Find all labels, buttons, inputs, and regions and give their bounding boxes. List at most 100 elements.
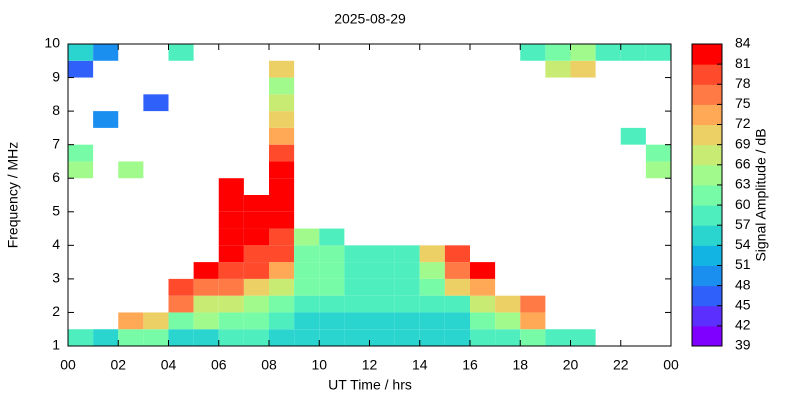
x-tick-label: 00 bbox=[663, 357, 679, 373]
heatmap-cell bbox=[269, 144, 295, 162]
colorbar-band bbox=[692, 124, 722, 146]
x-tick-label: 22 bbox=[613, 357, 629, 373]
heatmap-cell bbox=[269, 278, 295, 296]
colorbar-band bbox=[692, 205, 722, 226]
heatmap-cell bbox=[495, 329, 521, 346]
heatmap-cell bbox=[645, 144, 671, 162]
heatmap-cell bbox=[520, 312, 546, 330]
heatmap-cell bbox=[243, 195, 269, 212]
x-tick-label: 18 bbox=[512, 357, 528, 373]
heatmap-cell bbox=[470, 329, 496, 346]
heatmap-cell bbox=[243, 245, 269, 263]
heatmap-cell bbox=[344, 262, 370, 279]
heatmap-cell bbox=[444, 262, 470, 279]
colorbar-tick-label: 84 bbox=[735, 35, 751, 51]
y-axis-label: Frequency / MHz bbox=[5, 142, 21, 249]
colorbar-tick-label: 81 bbox=[735, 55, 751, 71]
heatmap-cell bbox=[168, 329, 194, 346]
heatmap-cell bbox=[620, 127, 646, 145]
colorbar-tick-label: 75 bbox=[735, 95, 751, 111]
heatmap-cell bbox=[68, 60, 94, 78]
heatmap-cell bbox=[218, 211, 244, 229]
heatmap-cell bbox=[419, 245, 445, 263]
x-tick-label: 08 bbox=[261, 357, 277, 373]
heatmap-cell bbox=[394, 312, 420, 330]
heatmap-cell bbox=[319, 245, 345, 263]
heatmap-cell bbox=[545, 329, 571, 346]
heatmap-cell bbox=[243, 312, 269, 330]
heatmap-cell bbox=[269, 94, 295, 112]
heatmap-cell bbox=[495, 312, 521, 330]
heatmap-cell bbox=[419, 278, 445, 296]
heatmap-cell bbox=[470, 262, 496, 279]
heatmap-cell bbox=[193, 278, 219, 296]
heatmap-cell bbox=[319, 228, 345, 246]
heatmap-cell bbox=[218, 195, 244, 212]
heatmap-cell bbox=[269, 127, 295, 145]
x-tick-label: 16 bbox=[462, 357, 478, 373]
heatmap-cell bbox=[444, 245, 470, 263]
heatmap-cell bbox=[419, 329, 445, 346]
heatmap-cell bbox=[118, 329, 144, 346]
heatmap-cell bbox=[369, 312, 395, 330]
heatmap-cell bbox=[93, 44, 119, 61]
y-tick-label: 5 bbox=[52, 202, 60, 218]
heatmap-cell bbox=[369, 245, 395, 263]
colorbar-band bbox=[692, 144, 722, 166]
heatmap-cell bbox=[645, 161, 671, 179]
colorbar-tick-label: 45 bbox=[735, 296, 751, 312]
x-tick-label: 14 bbox=[412, 357, 428, 373]
heatmap-cell bbox=[243, 262, 269, 279]
heatmap-cell bbox=[168, 295, 194, 313]
heatmap-cell bbox=[269, 111, 295, 128]
x-tick-label: 02 bbox=[110, 357, 126, 373]
heatmap-cell bbox=[470, 278, 496, 296]
colorbar-band bbox=[692, 84, 722, 105]
heatmap-cell bbox=[93, 111, 119, 128]
heatmap-cell bbox=[143, 312, 169, 330]
heatmap-cell bbox=[218, 278, 244, 296]
heatmap-cell bbox=[68, 44, 94, 61]
heatmap-cell bbox=[444, 329, 470, 346]
heatmap-cell bbox=[369, 295, 395, 313]
x-tick-label: 10 bbox=[311, 357, 327, 373]
y-tick-label: 8 bbox=[52, 102, 60, 118]
heatmap-cell bbox=[394, 278, 420, 296]
heatmap-cell bbox=[193, 312, 219, 330]
chart-title: 2025-08-29 bbox=[334, 11, 406, 27]
y-tick-label: 3 bbox=[52, 270, 60, 286]
heatmap-cell bbox=[394, 245, 420, 263]
heatmap-cell bbox=[68, 161, 94, 179]
heatmap-cell bbox=[269, 60, 295, 78]
colorbar-band bbox=[692, 265, 722, 287]
heatmap-cell bbox=[595, 44, 621, 61]
heatmap-cell bbox=[269, 262, 295, 279]
heatmap-cell bbox=[243, 329, 269, 346]
colorbar-band bbox=[692, 44, 722, 65]
heatmap-cell bbox=[269, 312, 295, 330]
heatmap-cell bbox=[193, 295, 219, 313]
colorbar-tick-label: 57 bbox=[735, 216, 751, 232]
heatmap-cell bbox=[344, 295, 370, 313]
colorbar-tick-label: 54 bbox=[735, 236, 751, 252]
heatmap-cell bbox=[294, 228, 320, 246]
colorbar-frame bbox=[691, 43, 723, 347]
colorbar-tick-label: 63 bbox=[735, 176, 751, 192]
heatmap-cell bbox=[118, 161, 144, 179]
heatmap-cell bbox=[369, 329, 395, 346]
colorbar-tick-label: 42 bbox=[735, 317, 751, 333]
colorbar-band bbox=[692, 104, 722, 126]
heatmap-cell bbox=[419, 262, 445, 279]
heatmap-cell bbox=[344, 312, 370, 330]
heatmap-cell bbox=[269, 329, 295, 346]
heatmap-cell bbox=[269, 161, 295, 179]
heatmap-cell bbox=[470, 312, 496, 330]
y-tick-label: 10 bbox=[44, 35, 60, 51]
heatmap-cell bbox=[520, 329, 546, 346]
heatmap-cell bbox=[193, 262, 219, 279]
y-tick-label: 9 bbox=[52, 68, 60, 84]
colorbar-band bbox=[692, 325, 722, 347]
heatmap-cell bbox=[570, 60, 596, 78]
